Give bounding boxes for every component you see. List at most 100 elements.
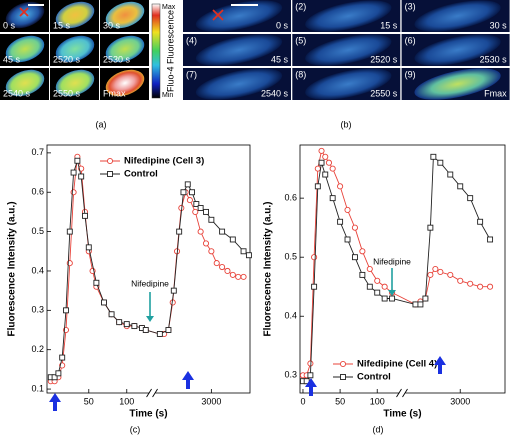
data-point — [314, 183, 321, 190]
image-panels: 0 s 15 s 30 s 45 s 2520 s 2530 s 2540 s 2550 s F… — [0, 0, 510, 100]
data-point — [176, 228, 183, 235]
data-point — [189, 189, 195, 196]
axis-break — [396, 388, 408, 398]
data-point — [325, 159, 333, 166]
data-point — [487, 283, 494, 290]
frame-index: (8) — [295, 69, 306, 79]
annotation-arrowhead — [388, 290, 396, 296]
y-tick-label: 0.5 — [284, 252, 297, 262]
chart: 50 100 3000 0.1 0.2 0.3 0.4 0.5 0.6 0.7 Time (s) Fl… — [7, 144, 252, 434]
data-point — [240, 248, 247, 255]
data-point — [359, 248, 366, 255]
stimulus-arrow — [182, 371, 194, 389]
series-line — [50, 156, 244, 382]
data-point — [366, 283, 373, 290]
data-point — [63, 307, 69, 314]
data-point — [74, 157, 81, 164]
data-point — [208, 248, 215, 255]
annotation: Nifedipine — [373, 256, 411, 266]
y-tick-label: 0.4 — [284, 311, 297, 321]
data-point — [203, 208, 209, 215]
data-point — [101, 299, 107, 306]
frame-time: 2530 s — [480, 54, 508, 64]
legend-label: Nifedipine (Cell 4) — [357, 359, 437, 370]
data-point — [422, 295, 429, 302]
data-point — [467, 195, 474, 202]
data-point — [437, 268, 444, 276]
stimulus-arrow — [305, 378, 317, 396]
cell-image — [105, 1, 145, 29]
y-tick-label: 0.3 — [31, 305, 44, 315]
axis-break-gap — [399, 389, 406, 397]
panel-label: (a) — [96, 119, 107, 129]
cell-image — [5, 1, 45, 29]
data-point — [344, 206, 351, 214]
data-point — [219, 228, 226, 235]
data-point — [208, 216, 215, 223]
data-point — [229, 271, 236, 278]
panel-label: (d) — [373, 424, 384, 434]
cell-image — [414, 0, 501, 32]
data-point — [477, 283, 484, 290]
frame-time: 2550 s — [370, 88, 398, 98]
x-tick-label: 3000 — [201, 396, 221, 406]
data-point — [381, 283, 388, 290]
data-point — [229, 236, 236, 243]
data-point — [337, 183, 344, 190]
legend-label: Control — [124, 169, 158, 180]
data-point — [427, 271, 434, 278]
x-tick-label: 50 — [84, 396, 94, 406]
data-point — [351, 254, 358, 261]
cell-image — [195, 0, 283, 32]
data-point — [240, 273, 247, 280]
cell-image — [305, 68, 392, 100]
y-tick-label: 0.5 — [31, 226, 44, 236]
x-tick-label: 50 — [335, 396, 345, 406]
colorbar-min: Min — [162, 92, 173, 99]
stimulus-mark — [212, 9, 224, 21]
data-point — [180, 189, 187, 196]
data-point — [366, 265, 373, 273]
data-point — [70, 169, 77, 176]
data-point — [318, 159, 325, 166]
frame-time: Fmax — [103, 88, 126, 98]
frame-index: (4) — [186, 35, 197, 45]
y-tick-label: 0.6 — [284, 193, 297, 203]
data-point — [93, 279, 100, 286]
data-point — [417, 301, 424, 308]
colorbar-max: Max — [162, 4, 176, 11]
data-point — [457, 277, 464, 284]
plot-frame — [299, 144, 506, 394]
data-point — [351, 224, 358, 231]
data-point — [344, 236, 351, 243]
x-axis-label: Time (s) — [383, 409, 421, 420]
x-tick-label: 0 — [300, 396, 305, 406]
frame-time: 30 s — [490, 20, 508, 30]
data-point — [213, 260, 220, 267]
data-point — [245, 252, 252, 259]
data-point — [447, 271, 454, 278]
data-point — [165, 327, 172, 333]
data-point — [170, 287, 177, 294]
data-point — [142, 327, 149, 333]
legend-label: Nifedipine (Cell 3) — [124, 156, 204, 167]
cell-image — [305, 34, 392, 66]
axis-break-gap — [149, 389, 156, 397]
y-tick-label: 0.4 — [31, 265, 44, 275]
cell-image — [5, 69, 45, 97]
data-point — [329, 195, 336, 202]
frame-time: 45 s — [271, 54, 289, 64]
frame-time: 2520 s — [370, 54, 398, 64]
frame-index: (2) — [295, 1, 306, 11]
frame-time: 15 s — [53, 20, 71, 30]
legend-label: Control — [357, 372, 391, 383]
data-point — [311, 283, 318, 290]
data-point — [202, 240, 210, 247]
frame-time: 2550 s — [53, 88, 81, 98]
colorbar — [151, 3, 161, 99]
frame-time: 2530 s — [103, 54, 131, 64]
data-point — [219, 263, 226, 271]
data-point — [311, 254, 318, 261]
data-point — [337, 218, 344, 225]
